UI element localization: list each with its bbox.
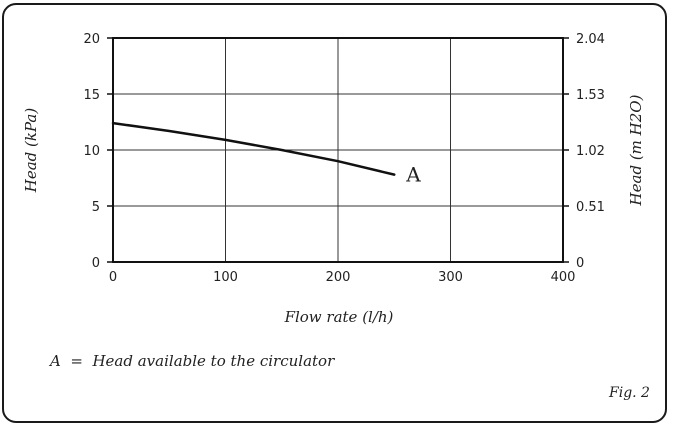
y-tick-label: 15: [83, 88, 100, 103]
y2-tick-labels: 0 0.51 1.02 1.53 2.04: [576, 32, 605, 271]
legend-note: A = Head available to the circulator: [50, 352, 335, 370]
y2-axis-label: Head (m H2O): [627, 94, 645, 206]
y-tick-label: 0: [92, 256, 100, 271]
y2-tick-label: 0: [576, 256, 584, 271]
series: A: [111, 121, 421, 187]
x-tick-labels: 0 100 200 300 400: [109, 270, 576, 285]
y-tick-label: 20: [83, 32, 100, 47]
figure-label: Fig. 2: [609, 385, 650, 401]
x-tick-label: 0: [109, 270, 117, 285]
grid: [113, 38, 563, 262]
series-line: [111, 121, 396, 176]
y2-tick-label: 2.04: [576, 32, 605, 47]
series-label: A: [405, 163, 421, 187]
x-tick-label: 300: [438, 270, 463, 285]
y2-tick-label: 1.02: [576, 144, 605, 159]
x-tick-label: 100: [213, 270, 238, 285]
x-axis-label: Flow rate (l/h): [284, 308, 394, 326]
axes: [107, 37, 569, 263]
x-tick-label: 400: [551, 270, 576, 285]
y2-tick-label: 1.53: [576, 88, 605, 103]
y-tick-label: 10: [83, 144, 100, 159]
y-tick-label: 5: [92, 200, 100, 215]
y-axis-label: Head (kPa): [22, 108, 40, 194]
y-tick-labels: 0 5 10 15 20: [83, 32, 100, 271]
x-tick-label: 200: [326, 270, 351, 285]
y2-tick-label: 0.51: [576, 200, 605, 215]
